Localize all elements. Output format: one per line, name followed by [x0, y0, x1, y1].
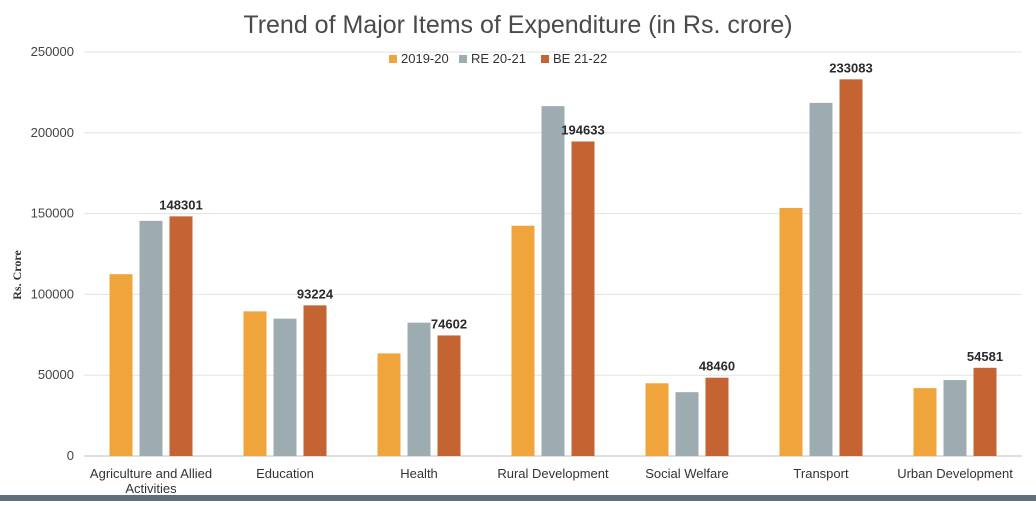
- y-axis-label: Rs. Crore: [10, 250, 24, 300]
- bar: [109, 274, 133, 456]
- x-category-label: Health: [400, 466, 438, 481]
- y-tick-label: 0: [67, 448, 74, 463]
- data-label: 54581: [967, 349, 1003, 364]
- legend-swatch: [541, 55, 549, 63]
- bar: [779, 207, 803, 456]
- bar: [675, 392, 699, 456]
- data-label: 194633: [561, 122, 604, 137]
- y-tick-label: 100000: [31, 286, 74, 301]
- data-label: 93224: [297, 286, 334, 301]
- bar: [705, 377, 729, 456]
- bar: [273, 318, 297, 456]
- y-tick-label: 50000: [38, 367, 74, 382]
- x-category-label: Social Welfare: [645, 466, 729, 481]
- legend-swatch: [389, 55, 397, 63]
- data-label: 48460: [699, 359, 735, 374]
- data-label: 148301: [159, 197, 202, 212]
- x-category-label: Urban Development: [897, 466, 1013, 481]
- bar: [809, 102, 833, 457]
- y-tick-label: 200000: [31, 125, 74, 140]
- bar: [839, 79, 863, 456]
- legend: 2019-20 RE 20-21 BE 21-22: [389, 51, 607, 66]
- y-tick-label: 250000: [31, 44, 74, 59]
- bar: [913, 388, 937, 456]
- bar: [139, 220, 163, 456]
- bar: [377, 353, 401, 456]
- legend-label: 2019-20: [401, 51, 449, 66]
- data-label: 74602: [431, 316, 467, 331]
- y-tick-label: 150000: [31, 206, 74, 221]
- bar: [437, 335, 461, 456]
- bar: [541, 106, 565, 457]
- x-category-label: Rural Development: [497, 466, 609, 481]
- legend-label: BE 21-22: [553, 51, 607, 66]
- bar: [645, 383, 669, 456]
- bottom-border: [0, 495, 1036, 501]
- bar: [571, 141, 595, 456]
- chart-title: Trend of Major Items of Expenditure (in …: [243, 11, 792, 39]
- legend-swatch: [459, 55, 467, 63]
- data-label: 233083: [829, 60, 872, 75]
- bar: [407, 322, 431, 456]
- x-category-label: Transport: [793, 466, 849, 481]
- bar: [303, 305, 327, 456]
- x-category-label: Agriculture and Allied: [90, 466, 212, 481]
- bars: [109, 79, 997, 457]
- x-category-label: Activities: [125, 481, 177, 496]
- legend-label: RE 20-21: [471, 51, 526, 66]
- x-category-label: Education: [256, 466, 314, 481]
- bar: [943, 380, 967, 456]
- bar: [973, 367, 997, 456]
- bar: [243, 311, 267, 456]
- bar: [511, 225, 535, 456]
- y-axis-ticks: 0 50000 100000 150000 200000 250000: [31, 44, 74, 463]
- data-labels: 148301 93224 74602 194633 48460 233083 54581: [159, 60, 1003, 373]
- bar: [169, 216, 193, 456]
